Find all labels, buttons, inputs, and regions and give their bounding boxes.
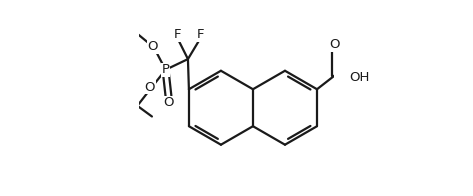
Text: O: O	[148, 40, 158, 53]
Text: O: O	[145, 81, 155, 94]
Text: O: O	[163, 96, 174, 109]
Text: O: O	[329, 38, 340, 51]
Text: P: P	[162, 63, 169, 76]
Text: F: F	[174, 28, 181, 41]
Text: F: F	[197, 28, 204, 41]
Text: OH: OH	[350, 71, 370, 84]
